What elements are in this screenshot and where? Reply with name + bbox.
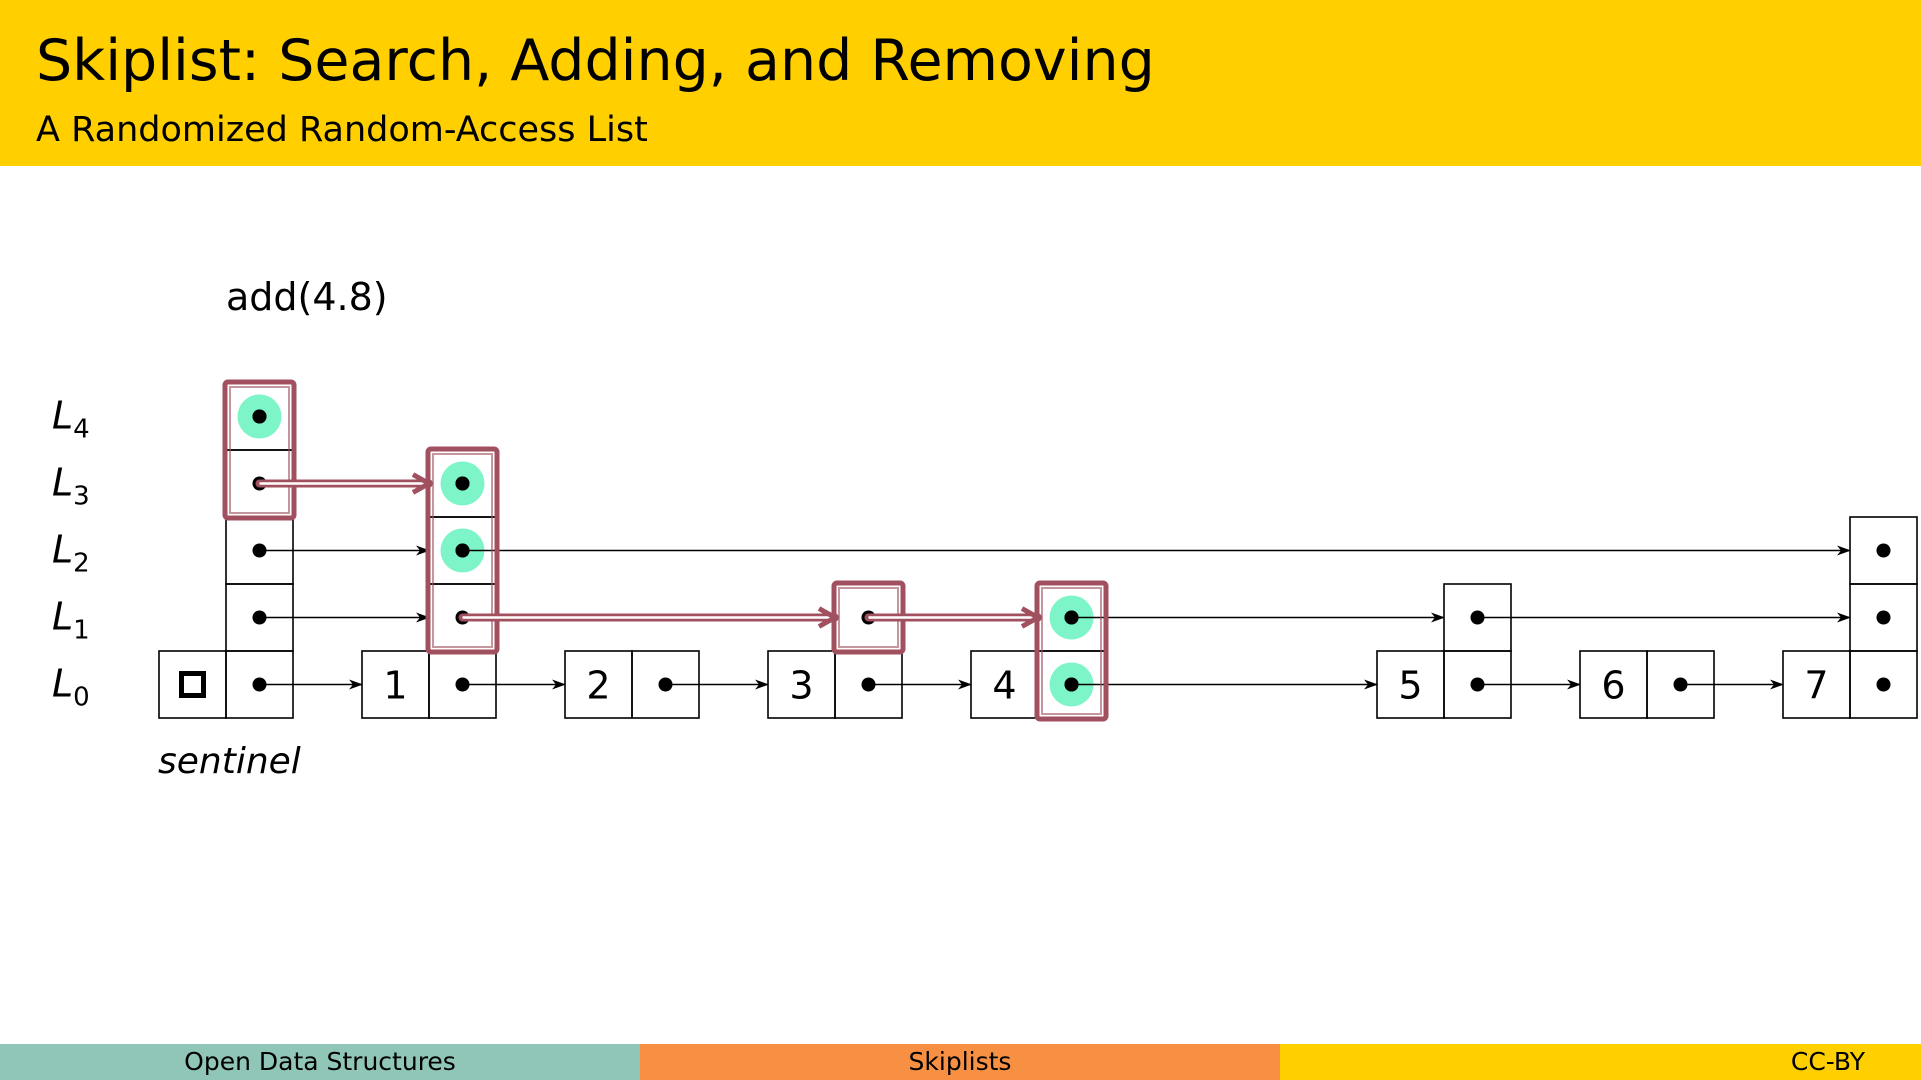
slide-subtitle: A Randomized Random-Access List bbox=[36, 110, 648, 150]
level-label-1: L1 bbox=[52, 595, 90, 646]
search-path-move bbox=[864, 606, 1042, 629]
node-value: 3 bbox=[789, 664, 813, 708]
search-path-move bbox=[458, 606, 839, 629]
node-value: 1 bbox=[383, 664, 407, 708]
skiplist-diagram: add(4.8) L4 L3 L2 L1 L0 1 2 3 4 5 6 7 sentinel bbox=[52, 275, 1918, 782]
footer-middle: Skiplists bbox=[640, 1044, 1280, 1080]
node-value: 7 bbox=[1804, 664, 1828, 708]
slide-footer: Open Data Structures Skiplists CC-BY bbox=[0, 1044, 1921, 1080]
footer-left: Open Data Structures bbox=[0, 1044, 640, 1080]
level-label-3: L3 bbox=[52, 461, 90, 512]
level-label-4: L4 bbox=[52, 394, 90, 445]
search-path-move bbox=[255, 472, 433, 495]
node-5: 5 bbox=[1376, 583, 1512, 719]
node-value: 2 bbox=[586, 664, 610, 708]
node-value: 5 bbox=[1398, 664, 1422, 708]
node-6: 6 bbox=[1579, 650, 1715, 719]
pointer-dot bbox=[1064, 677, 1079, 692]
node-value: 4 bbox=[992, 664, 1016, 708]
level-label-0: L0 bbox=[52, 662, 90, 713]
search-path-box bbox=[1034, 580, 1109, 722]
slide-title: Skiplist: Search, Adding, and Removing bbox=[36, 28, 1155, 94]
pointer-dot bbox=[252, 409, 267, 424]
pointer-dot bbox=[1876, 677, 1891, 692]
search-path-box bbox=[425, 446, 500, 655]
pointer-dot bbox=[1876, 543, 1891, 558]
pointer-dot bbox=[1876, 610, 1891, 625]
footer-right: CC-BY bbox=[1280, 1044, 1921, 1080]
pointer-dot bbox=[455, 476, 470, 491]
pointer-dot bbox=[1064, 610, 1079, 625]
sentinel-square-icon bbox=[179, 671, 206, 698]
pointer-dot bbox=[455, 543, 470, 558]
level-label-2: L2 bbox=[52, 528, 90, 579]
node-value: 6 bbox=[1601, 664, 1625, 708]
slide-header: Skiplist: Search, Adding, and Removing A… bbox=[0, 0, 1921, 166]
sentinel-label: sentinel bbox=[158, 741, 301, 782]
value-cell bbox=[158, 650, 227, 719]
operation-label: add(4.8) bbox=[226, 275, 388, 319]
search-path-box bbox=[222, 379, 297, 521]
